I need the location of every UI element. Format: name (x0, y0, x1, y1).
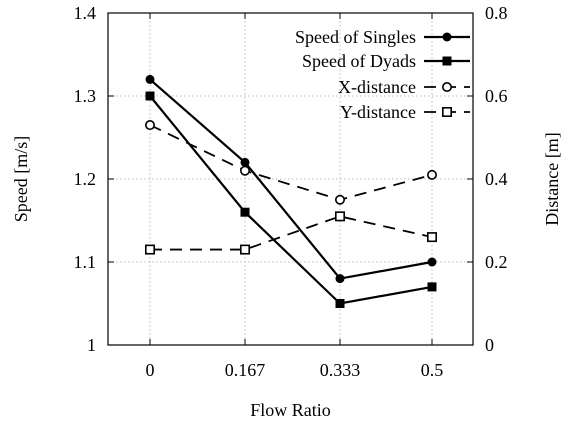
x-tick-label: 0.333 (320, 360, 361, 380)
data-point (334, 211, 345, 222)
series-line (149, 95, 433, 305)
x-tick-label: 0.5 (421, 360, 444, 380)
y2-tick-label: 0.2 (485, 252, 508, 272)
y2-tick-label: 0.8 (485, 3, 508, 23)
data-point (240, 207, 250, 217)
series-line (149, 124, 433, 201)
x-tick-label: 0 (146, 360, 155, 380)
y2-axis-label: Distance [m] (542, 132, 562, 225)
legend-label: X-distance (338, 77, 416, 97)
data-point (427, 282, 437, 292)
legend-label: Speed of Singles (295, 27, 416, 47)
data-point (335, 274, 345, 284)
series-0 (145, 74, 437, 284)
data-point (145, 120, 156, 131)
data-point (145, 91, 155, 101)
data-point (240, 244, 251, 255)
y2-tick-label: 0 (485, 335, 494, 355)
series-line (149, 78, 433, 280)
legend-marker (441, 82, 452, 93)
data-point (426, 232, 437, 243)
legend-marker (442, 32, 452, 42)
series-1 (145, 91, 437, 308)
y-axis-label: Speed [m/s] (11, 136, 31, 222)
x-axis-label: Flow Ratio (250, 400, 331, 420)
y-tick-label: 1.4 (74, 3, 97, 23)
legend-marker (442, 56, 452, 66)
y2-tick-label: 0.6 (485, 86, 508, 106)
data-point (145, 74, 155, 84)
y-tick-label: 1.2 (74, 169, 97, 189)
legend: Speed of Singles Speed of Dyads X-distance… (295, 27, 470, 122)
x-tick-label: 0.167 (225, 360, 266, 380)
data-point (145, 244, 156, 255)
series-group (145, 74, 437, 308)
y-tick-label: 1 (87, 335, 96, 355)
legend-marker (441, 107, 452, 118)
data-point (240, 165, 251, 176)
legend-label: Speed of Dyads (302, 51, 416, 71)
axis-ticks: 0 0.167 0.333 0.5 1 1.1 1.2 1.3 1.4 0 0.2 0.4 0.6 0.8 (74, 3, 508, 380)
data-point (334, 194, 345, 205)
series-2 (145, 120, 437, 205)
data-point (240, 157, 250, 167)
legend-label: Y-distance (340, 102, 416, 122)
series-line (150, 215, 433, 251)
y-tick-label: 1.3 (74, 86, 97, 106)
y2-tick-label: 0.4 (485, 169, 508, 189)
y-tick-label: 1.1 (74, 252, 97, 272)
series-3 (145, 211, 437, 255)
data-point (426, 169, 437, 180)
data-point (427, 257, 437, 267)
data-point (335, 299, 345, 308)
